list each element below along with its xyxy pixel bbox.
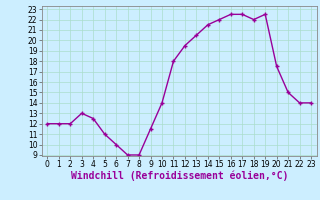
X-axis label: Windchill (Refroidissement éolien,°C): Windchill (Refroidissement éolien,°C) — [70, 171, 288, 181]
